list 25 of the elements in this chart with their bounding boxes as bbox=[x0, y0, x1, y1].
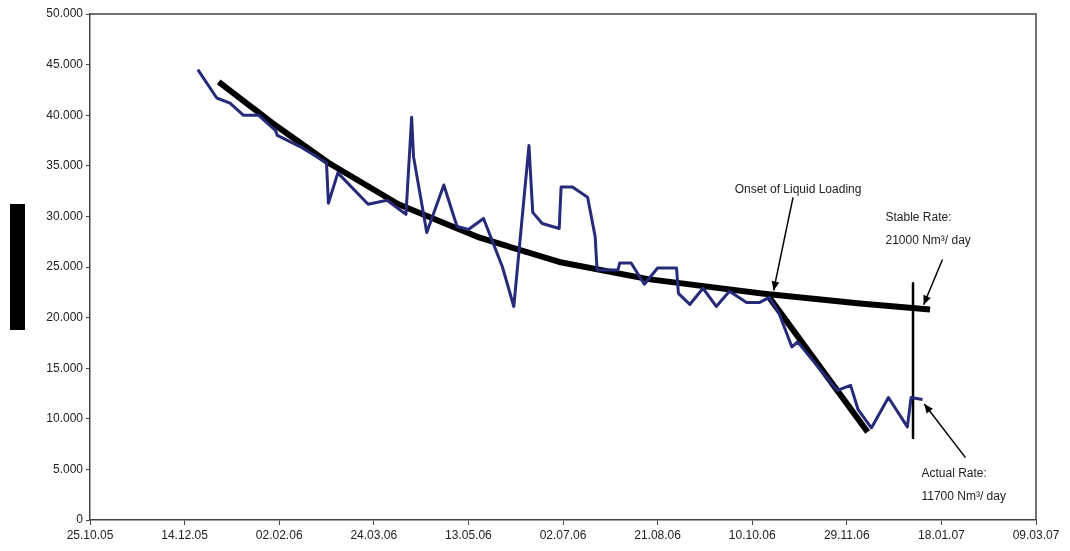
y-tick-label: 20.000 bbox=[46, 309, 84, 324]
y-tick-label: 40.000 bbox=[46, 107, 84, 122]
annotation: Actual Rate: 11700 Nm³/ day bbox=[921, 465, 1006, 503]
x-tick-label: 14.12.05 bbox=[161, 527, 209, 542]
y-tick-label: 0 bbox=[76, 512, 84, 527]
annotation: Stable Rate: 21000 Nm³/ day bbox=[885, 209, 971, 247]
y-tick-label: 30.000 bbox=[46, 208, 84, 223]
x-tick-label: 25.10.05 bbox=[66, 527, 114, 542]
x-tick-label: 13.05.06 bbox=[445, 527, 493, 542]
y-tick-label: 45.000 bbox=[46, 56, 84, 71]
y-tick-label: 25.000 bbox=[46, 259, 84, 274]
x-tick-label: 18.01.07 bbox=[918, 527, 966, 542]
x-tick-label: 21.08.06 bbox=[634, 527, 682, 542]
y-tick-label: 5.000 bbox=[52, 461, 84, 476]
y-tick-label: 50.000 bbox=[46, 6, 84, 21]
x-tick-label: 02.02.06 bbox=[255, 527, 303, 542]
y-tick-label: 15.000 bbox=[46, 360, 84, 375]
x-tick-label: 02.07.06 bbox=[539, 527, 587, 542]
x-tick-label: 09.03.07 bbox=[1012, 527, 1060, 542]
x-tick-label: 24.03.06 bbox=[350, 527, 398, 542]
annotation: Onset of Liquid Loading bbox=[734, 181, 862, 196]
y-tick-label: 35.000 bbox=[46, 158, 84, 173]
y-tick-label: 10.000 bbox=[46, 411, 84, 426]
x-tick-label: 10.10.06 bbox=[728, 527, 776, 542]
x-tick-label: 29.11.06 bbox=[823, 527, 871, 542]
